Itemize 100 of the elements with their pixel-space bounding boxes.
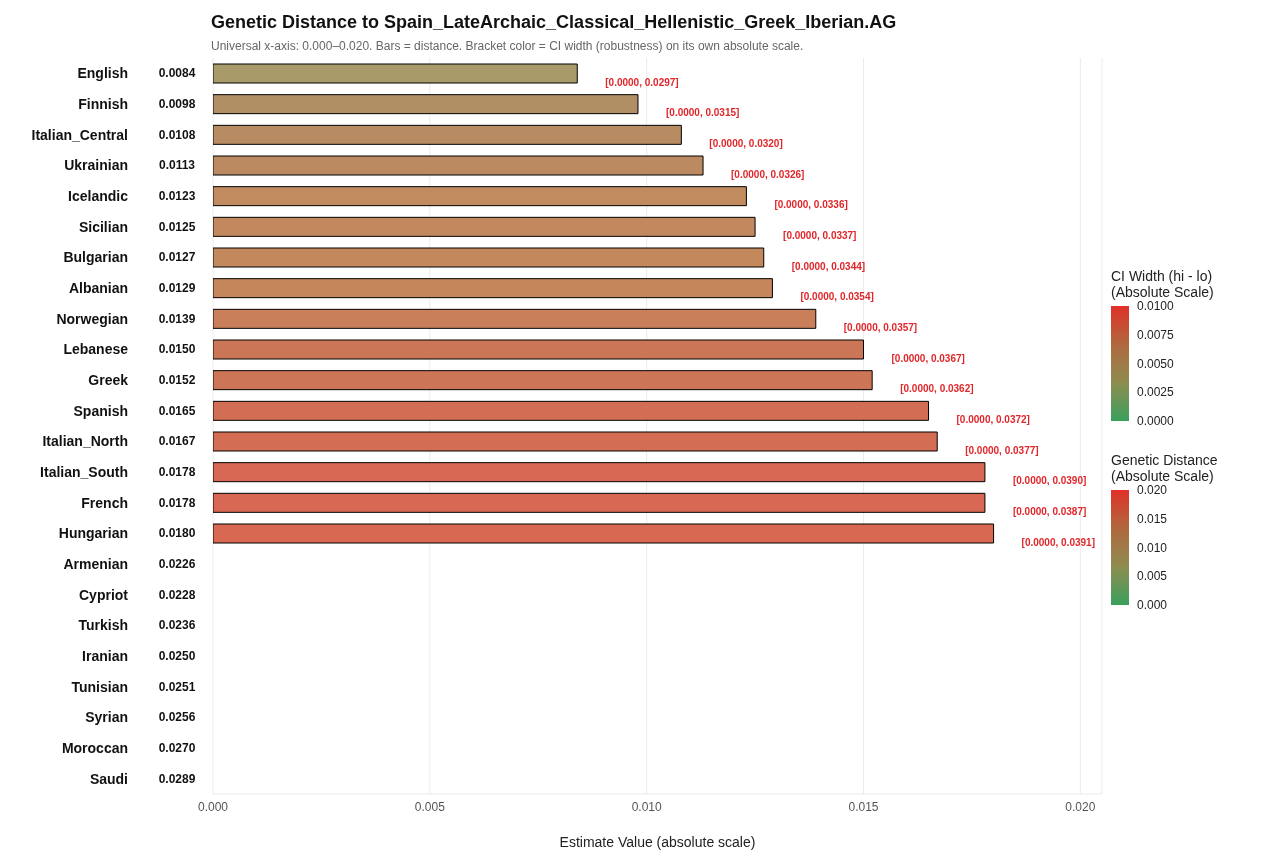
y-tick-label: Italian_South [40, 464, 128, 480]
y-tick-label: Cypriot [79, 586, 129, 603]
color-bar-title: Genetic Distance (Absolute Scale) [1111, 452, 1219, 484]
annotation: [0.0000, 0.0390] [1012, 475, 1087, 487]
bar [213, 94, 639, 115]
y-tick-label: Italian_Central [31, 126, 128, 143]
data-label: 0.0165 [158, 403, 196, 418]
bar [213, 492, 986, 513]
annotation: [0.0000, 0.0315] [665, 107, 740, 119]
color-bar-label: 0.020 [1137, 483, 1168, 497]
text: 0.0075 [1137, 327, 1174, 342]
annotation: [0.0000, 0.0337] [783, 229, 857, 241]
data-label: 0.0167 [158, 434, 196, 449]
data-label: 0.0123 [158, 189, 196, 203]
annotation: [0.0000, 0.0377] [965, 444, 1039, 456]
y-tick-label: Moroccan [61, 740, 128, 756]
bar [213, 63, 578, 84]
y-tick-label: Iranian [82, 648, 128, 664]
annotation: [0.0000, 0.0344] [791, 260, 866, 272]
bar [213, 247, 765, 268]
x-tick-label: 0.005 [414, 799, 446, 814]
y-tick-label: Icelandic [68, 188, 129, 204]
chart-subtitle: Universal x-axis: 0.000–0.020. Bars = distance. Bracket color = CI width (robustness) on its own absolute scale. [211, 39, 804, 53]
annotation: [0.0000, 0.0357] [843, 321, 918, 333]
data-label: 0.0127 [158, 250, 196, 265]
text: 0.0000 [1137, 414, 1174, 428]
color-bar-label: 0.005 [1137, 569, 1168, 584]
text: 0.0251 [158, 679, 196, 694]
text: 0.0226 [158, 557, 196, 571]
text: 0.0270 [158, 741, 196, 755]
x-tick-label: 0.000 [197, 799, 229, 814]
y-tick-label: Syrian [85, 709, 128, 726]
y-tick-label: Greek [88, 372, 129, 388]
color-bar-label: 0.010 [1137, 540, 1168, 555]
color-bar-label: 0.015 [1137, 511, 1168, 526]
y-tick-label: Tunisian [71, 678, 128, 695]
bar [213, 186, 747, 207]
text: 0.0025 [1137, 385, 1174, 400]
x-tick-label: 0.010 [631, 799, 662, 814]
data-label: 0.0178 [158, 495, 196, 510]
annotation: [0.0000, 0.0391] [1021, 536, 1095, 548]
bar [213, 400, 930, 421]
bar [213, 124, 682, 145]
annotation: [0.0000, 0.0320] [709, 137, 783, 149]
y-tick-label: English [77, 65, 128, 82]
y-tick-label: Lebanese [63, 341, 129, 358]
text: CI Width (hi - lo) (Absolute Scale) [1111, 268, 1215, 300]
text: 0.0250 [158, 649, 196, 663]
data-label: 0.0125 [158, 219, 196, 234]
annotation: [0.0000, 0.0297] [605, 76, 679, 88]
x-axis-title: Estimate Value (absolute scale) [558, 834, 757, 850]
bar [213, 155, 704, 176]
y-tick-label: Norwegian [56, 310, 128, 327]
chart-title: Genetic Distance to Spain_LateArchaic_Classical_Hellenistic_Greek_Iberian.AG [211, 12, 897, 33]
bar [213, 278, 773, 299]
annotation: [0.0000, 0.0354] [800, 291, 874, 303]
bar [213, 216, 756, 237]
data-label: 0.0152 [158, 373, 196, 387]
data-label: 0.0178 [158, 465, 196, 479]
y-tick-label: French [81, 494, 128, 511]
data-label: 0.0129 [158, 281, 196, 295]
y-tick-label: Finnish [78, 96, 128, 112]
data-label: 0.0113 [158, 158, 196, 173]
y-tick-label: Italian_North [42, 433, 128, 450]
bar [213, 308, 817, 329]
bar [213, 431, 938, 452]
text: 0.0228 [158, 587, 196, 602]
text: 0.0256 [158, 710, 196, 725]
y-tick-label: Saudi [89, 770, 128, 787]
y-tick-label: Bulgarian [63, 249, 128, 266]
y-tick-label: Hungarian [58, 525, 128, 542]
data-label: 0.0139 [158, 311, 196, 326]
y-tick-label: Turkish [78, 617, 128, 634]
y-tick-label: Albanian [68, 280, 128, 296]
annotation: [0.0000, 0.0362] [900, 383, 974, 395]
data-label: 0.0098 [158, 97, 196, 111]
text: 0.0289 [158, 771, 196, 786]
bar [213, 339, 864, 360]
data-label: 0.0180 [158, 526, 196, 541]
bar [213, 462, 986, 483]
data-label: 0.0150 [158, 342, 196, 357]
x-tick-label: 0.020 [1065, 799, 1096, 814]
annotation: [0.0000, 0.0367] [891, 352, 965, 364]
annotation: [0.0000, 0.0387] [1012, 505, 1087, 517]
y-tick-label: Armenian [63, 556, 128, 572]
text: 0.0100 [1137, 299, 1174, 313]
bar [213, 370, 873, 391]
color-bar-label: 0.000 [1137, 598, 1168, 612]
text: 0.0236 [158, 618, 196, 633]
y-tick-label: Sicilian [78, 218, 128, 235]
x-tick-label: 0.015 [848, 799, 879, 814]
data-label: 0.0084 [158, 66, 196, 81]
bar [213, 523, 995, 544]
text: 0.0050 [1137, 356, 1174, 371]
data-label: 0.0108 [158, 127, 196, 142]
annotation: [0.0000, 0.0372] [956, 413, 1030, 425]
annotation: [0.0000, 0.0336] [774, 199, 848, 211]
annotation: [0.0000, 0.0326] [731, 168, 805, 180]
y-tick-label: Ukrainian [64, 157, 128, 174]
y-tick-label: Spanish [73, 402, 128, 419]
